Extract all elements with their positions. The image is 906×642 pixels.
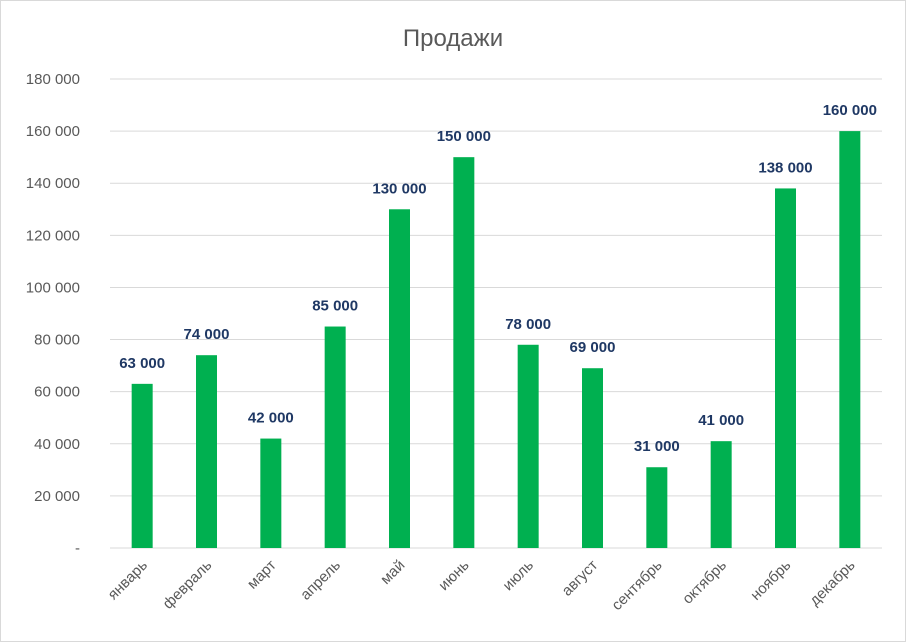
y-tick-label: 60 000 (34, 384, 80, 401)
x-tick-label: июнь (435, 557, 472, 594)
bars (131, 131, 861, 548)
y-tick-label: 140 000 (26, 175, 80, 192)
chart-title: Продажи (403, 25, 503, 52)
x-tick-label: июль (500, 557, 538, 595)
bar-7 (517, 344, 539, 548)
data-label: 74 000 (184, 326, 230, 343)
x-tick-label: январь (105, 557, 152, 604)
bar-2 (196, 355, 217, 548)
x-tick-label: октябрь (679, 557, 730, 608)
data-label: 78 000 (505, 316, 551, 333)
bar-12 (839, 131, 861, 548)
bar-3 (260, 438, 282, 548)
x-tick-label: февраль (160, 557, 216, 613)
x-tick-label: декабрь (806, 557, 859, 610)
data-label: 69 000 (570, 339, 616, 356)
y-tick-label: - (75, 540, 80, 557)
x-tick-label: март (244, 557, 280, 593)
data-label: 31 000 (634, 438, 680, 455)
x-axis-ticks: январь февраль март апрель май июнь июль август… (105, 557, 859, 614)
x-tick-label: апрель (297, 557, 344, 604)
data-label: 85 000 (312, 298, 358, 315)
data-labels: 63 000 74 000 42 000 85 000 130 000 150 000 78… (119, 102, 877, 455)
y-axis-ticks: - 20 000 40 000 60 000 80 000 100 000 120 000 1… (26, 71, 80, 557)
x-tick-label: ноябрь (747, 557, 794, 604)
y-tick-label: 160 000 (26, 123, 80, 140)
bar-10 (710, 441, 732, 548)
y-tick-label: 100 000 (26, 279, 80, 296)
data-label: 63 000 (119, 355, 165, 372)
data-label: 130 000 (372, 180, 426, 197)
bar-5 (389, 209, 410, 548)
y-tick-label: 80 000 (34, 332, 80, 349)
bar-9 (646, 467, 668, 548)
data-label: 150 000 (437, 128, 491, 145)
bar-8 (582, 368, 603, 548)
y-tick-label: 20 000 (34, 488, 80, 505)
bar-4 (324, 326, 346, 548)
data-label: 138 000 (758, 159, 812, 176)
y-tick-label: 40 000 (34, 436, 80, 453)
data-label: 42 000 (248, 410, 294, 427)
x-tick-label: август (559, 557, 602, 600)
bar-1 (131, 383, 153, 548)
y-tick-label: 180 000 (26, 71, 80, 88)
x-tick-label: май (377, 557, 408, 588)
data-label: 160 000 (823, 102, 877, 119)
gridlines (110, 78, 882, 549)
y-tick-label: 120 000 (26, 227, 80, 244)
bar-6 (453, 157, 475, 548)
data-label: 41 000 (698, 412, 744, 429)
x-tick-label: сентябрь (608, 557, 665, 614)
bar-11 (775, 188, 796, 548)
